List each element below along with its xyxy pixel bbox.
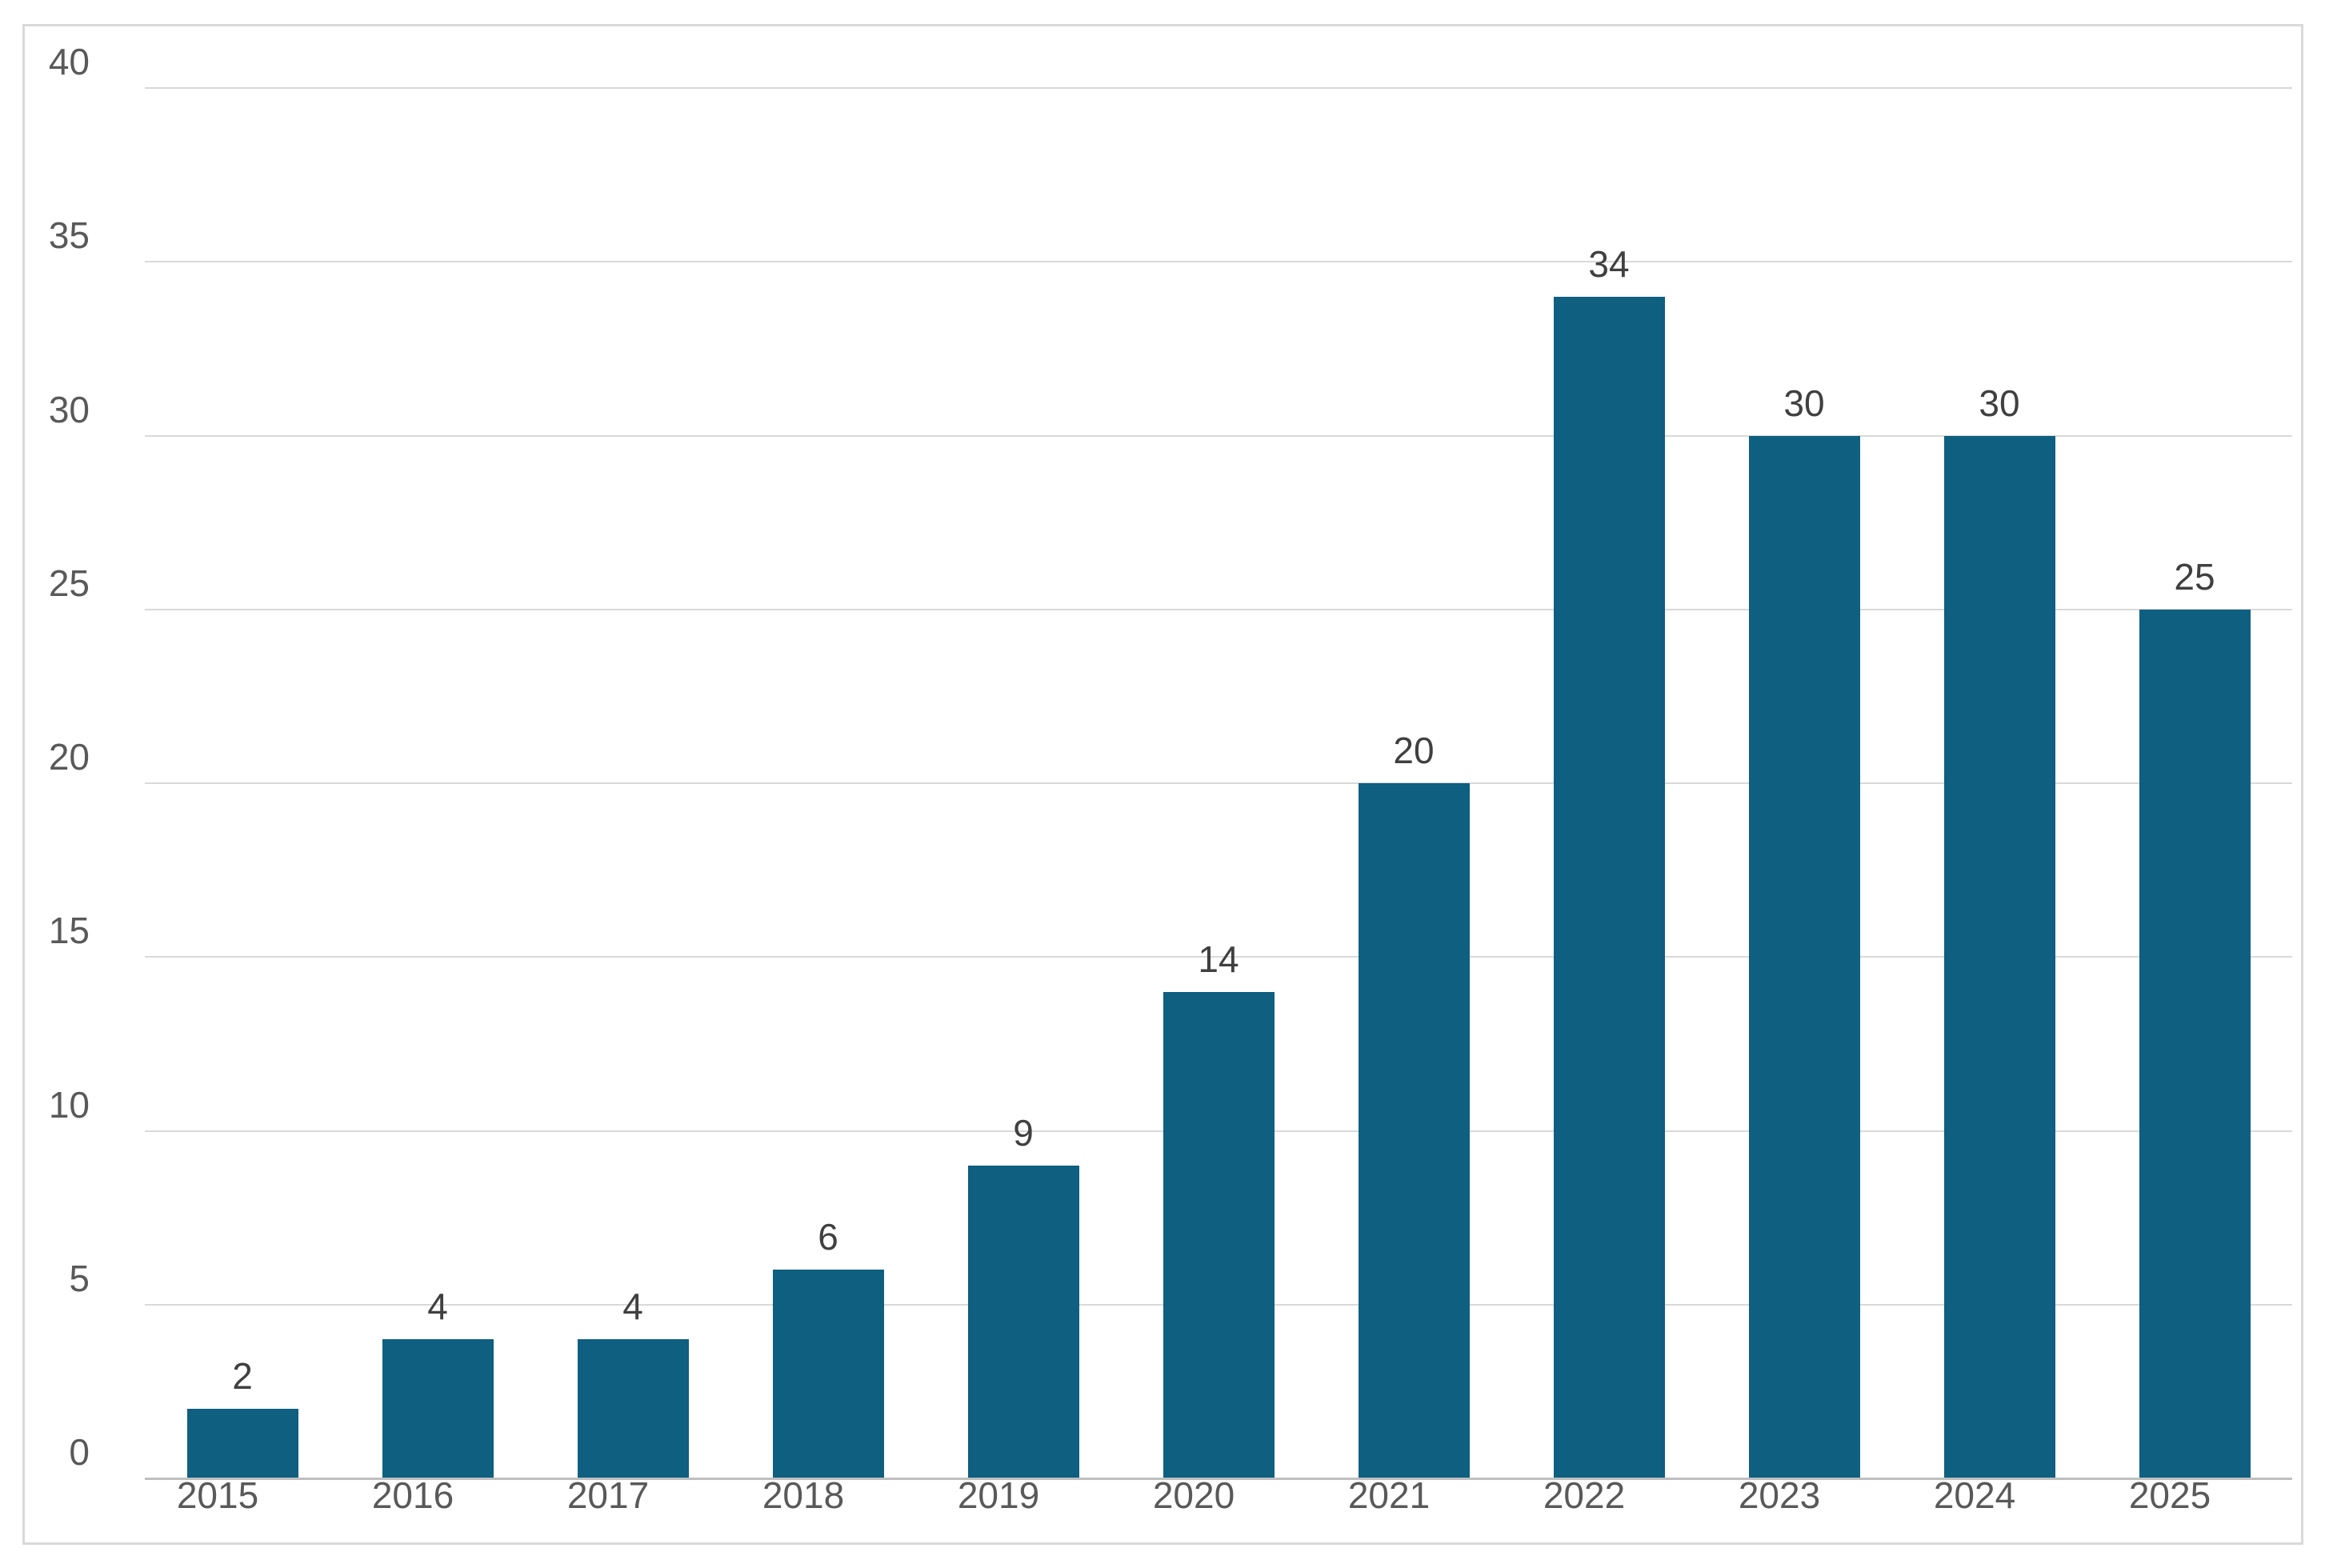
x-tick-label: 2024	[1933, 1474, 2016, 1516]
bar-2015	[186, 1409, 298, 1478]
x-tick-label: 2025	[2128, 1474, 2211, 1516]
x-tick-label: 2023	[1738, 1474, 1821, 1516]
bar-2023	[1748, 435, 1860, 1478]
bar-2019	[967, 1165, 1079, 1478]
gridline	[145, 261, 2292, 263]
bar-2017	[577, 1339, 689, 1478]
y-tick-label: 20	[48, 736, 90, 778]
bar-2025	[2139, 609, 2251, 1478]
bar-value-label: 2	[232, 1355, 253, 1398]
bar-value-label: 9	[1013, 1111, 1034, 1154]
bar-2018	[772, 1270, 884, 1478]
y-tick-label: 25	[48, 562, 90, 604]
gridline	[145, 608, 2292, 610]
plot-area: 2 4 4 6 9 14 20 34 30 30 25	[145, 87, 2292, 1480]
x-tick-label: 2018	[762, 1474, 845, 1516]
x-tick-label: 2022	[1543, 1474, 1626, 1516]
y-tick-label: 40	[48, 41, 90, 82]
y-tick-label: 0	[69, 1431, 90, 1473]
gridline	[145, 956, 2292, 958]
bar-2024	[1943, 435, 2055, 1478]
bar-value-label: 4	[622, 1286, 643, 1328]
bar-value-label: 30	[1979, 382, 2020, 424]
chart-border: 2 4 4 6 9 14 20 34 30 30 25	[22, 24, 2303, 1545]
bar-2016	[382, 1339, 494, 1478]
bar-value-label: 14	[1198, 938, 1239, 980]
y-tick-label: 30	[48, 388, 90, 430]
gridline	[145, 434, 2292, 437]
bar-value-label: 6	[818, 1216, 838, 1258]
gridline	[145, 782, 2292, 784]
bar-value-label: 20	[1393, 730, 1435, 771]
x-tick-label: 2019	[957, 1474, 1040, 1516]
y-tick-label: 35	[48, 214, 90, 257]
x-tick-label: 2017	[566, 1474, 650, 1516]
gridline	[145, 87, 2292, 89]
bar-value-label: 34	[1588, 242, 1630, 285]
y-tick-label: 5	[69, 1257, 90, 1299]
y-tick-label: 10	[48, 1083, 90, 1126]
x-tick-label: 2021	[1347, 1474, 1431, 1516]
bar-value-label: 4	[427, 1286, 448, 1328]
bar-2021	[1358, 783, 1470, 1478]
bar-2022	[1553, 296, 1665, 1478]
y-tick-label: 15	[48, 910, 90, 952]
x-tick-label: 2016	[371, 1474, 454, 1516]
x-tick-label: 2015	[176, 1474, 259, 1516]
bar-2020	[1162, 991, 1275, 1478]
bar-value-label: 30	[1783, 382, 1825, 424]
bar-value-label: 25	[2174, 555, 2215, 598]
x-tick-label: 2020	[1152, 1474, 1235, 1516]
x-axis-line	[145, 1478, 2292, 1480]
